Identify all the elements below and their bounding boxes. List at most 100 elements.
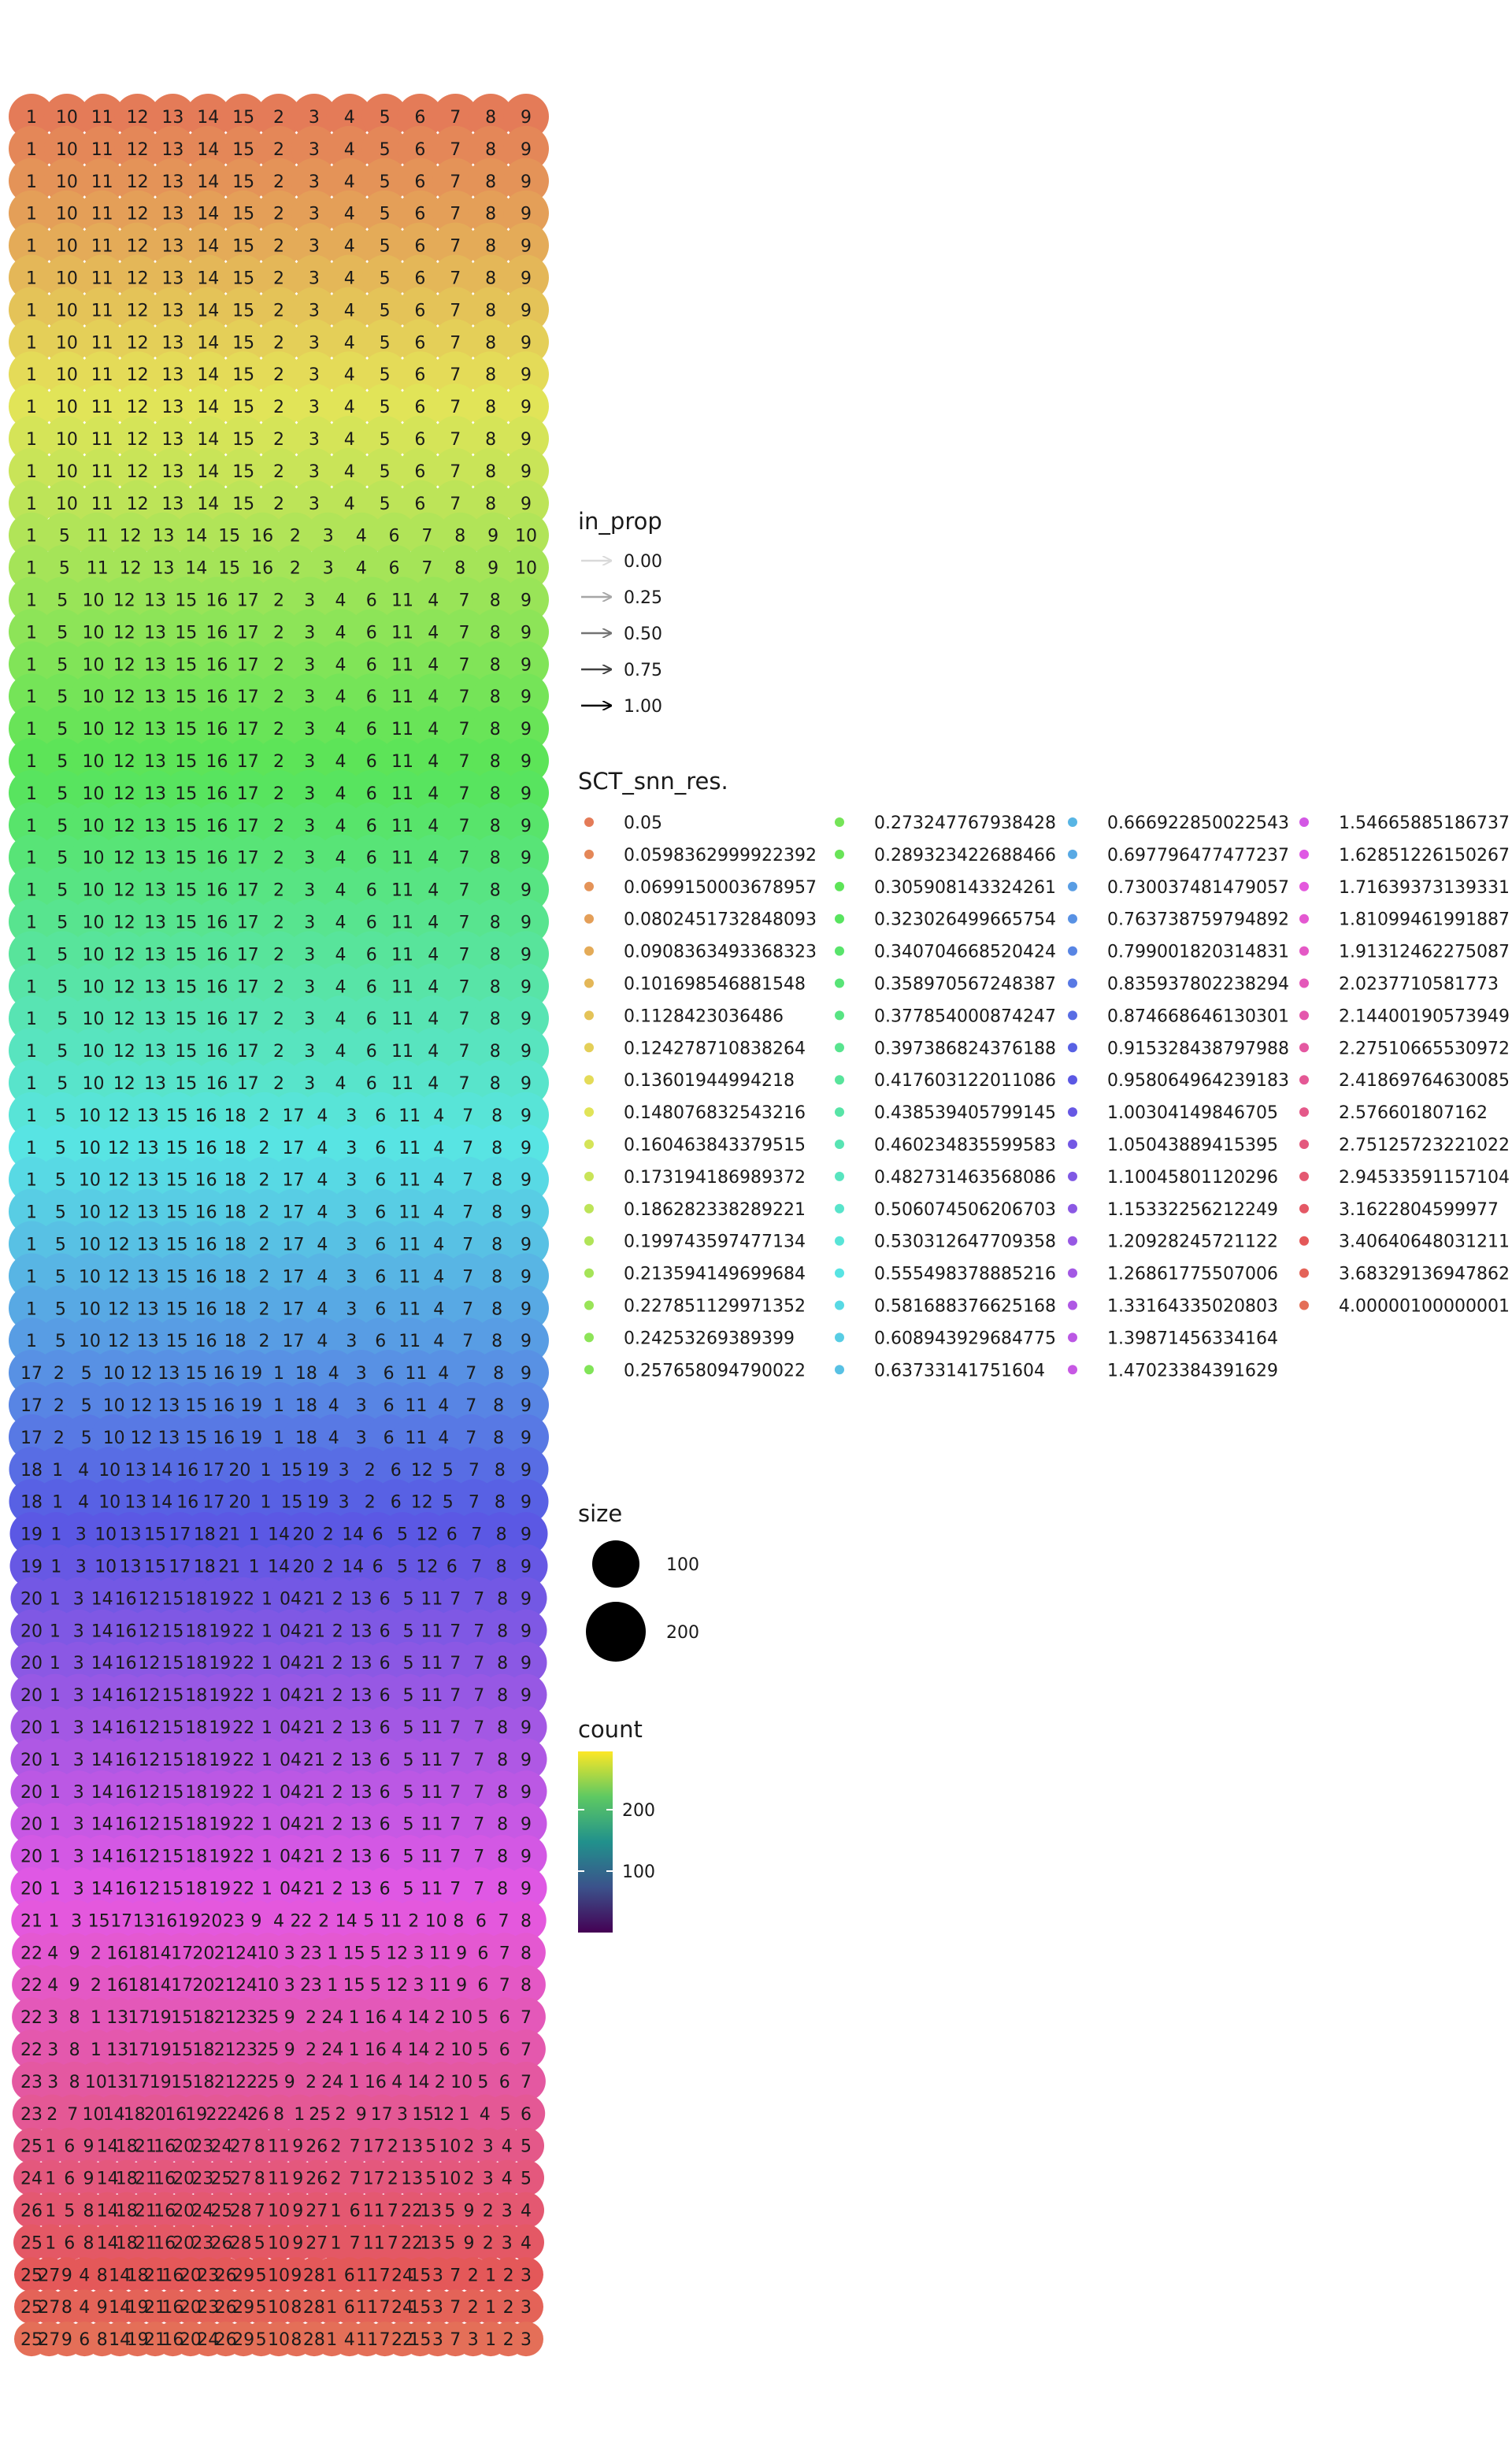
cluster-node-label: 6 [375, 1267, 386, 1287]
legend-sct-swatch [835, 1332, 844, 1343]
cluster-node-label: 4 [335, 849, 346, 869]
cluster-node-label: 11 [91, 301, 113, 321]
cluster-node-label: 19 [150, 2040, 172, 2060]
cluster-node [256, 287, 302, 333]
cluster-node [220, 416, 267, 461]
cluster-node-label: 15 [171, 2040, 193, 2060]
cluster-node-label: 27 [306, 2233, 328, 2253]
legend-sct-key: 1.71639373139331 [1299, 878, 1510, 898]
cluster-node-label: 9 [521, 977, 532, 997]
cluster-node-label: 8 [485, 301, 496, 321]
cluster-node-label: 1 [485, 2298, 496, 2318]
legend-sct-label: 2.94533591157104 [1339, 1168, 1510, 1188]
cluster-node-label: 20 [20, 1847, 43, 1867]
cluster-node [503, 834, 549, 880]
cluster-node-label: 5 [55, 1171, 66, 1191]
cluster-node-label: 1 [326, 2330, 337, 2350]
resolution-row: 17 2 5 10 12 13 15 16 19 1 18 4 3 6 11 4 7 8 9 [9, 1382, 549, 1428]
cluster-node-label: 12 [139, 1815, 161, 1835]
cluster-node-label: 15 [232, 462, 254, 482]
cluster-node-label: 2 [387, 2137, 398, 2157]
cluster-node-label: 1 [261, 1621, 272, 1641]
legend-sct-key: 0.697796477477237 [1068, 846, 1289, 865]
legend-count-title: count [578, 1716, 643, 1743]
cluster-node-label: 7 [450, 269, 461, 289]
cluster-node-label: 9 [521, 1461, 532, 1481]
cluster-node-label: 15 [161, 1654, 183, 1673]
cluster-node-label: 26 [215, 2330, 237, 2350]
cluster-node-label: 15 [161, 1686, 183, 1706]
cluster-node-label: 26 [215, 2298, 237, 2318]
cluster-node-label: 9 [521, 1267, 532, 1287]
cluster-node-label: 11 [398, 1332, 421, 1351]
cluster-node-label: 3 [339, 1493, 350, 1513]
cluster-node-label: 5 [425, 2170, 436, 2189]
cluster-node-label: 8 [491, 1106, 502, 1126]
legend-sct-swatch [1068, 978, 1077, 988]
legend-sct-key: 0.63733141751604 [835, 1361, 1045, 1381]
cluster-node-label: 1 [261, 1654, 272, 1673]
cluster-node-label: 10 [103, 1364, 125, 1384]
legend-sct-key: 1.10045801120296 [1068, 1168, 1278, 1188]
cluster-node-label: 11 [391, 1042, 413, 1062]
cluster-node-label: 8 [490, 849, 501, 869]
cluster-node-label: 16 [206, 655, 228, 675]
cluster-node-label: 8 [485, 205, 496, 224]
cluster-node-label: 7 [450, 365, 461, 385]
cluster-node-label: 9 [521, 1171, 532, 1191]
cluster-node-label: 7 [387, 2202, 398, 2222]
cluster-node-label: 14 [197, 333, 219, 353]
cluster-node-label: 5 [477, 2040, 488, 2060]
cluster-node-label: 4 [428, 849, 439, 869]
cluster-node-label: 7 [459, 881, 470, 901]
cluster-node [470, 512, 517, 558]
cluster-node-label: 10 [56, 301, 78, 321]
cluster-node-label: 13 [120, 1525, 142, 1545]
legend-sct-swatch [584, 849, 594, 859]
cluster-node-label: 24 [391, 2298, 413, 2318]
cluster-node-label: 16 [213, 1429, 235, 1448]
cluster-node-label: 5 [59, 559, 70, 579]
cluster-node-label: 10 [83, 977, 105, 997]
cluster-node-label: 1 [52, 1461, 63, 1481]
legend-count-tick-200: 200 [578, 1801, 655, 1821]
cluster-node-label: 20 [172, 2202, 195, 2222]
cluster-node-label: 8 [497, 1815, 508, 1835]
cluster-node-label: 15 [166, 1106, 188, 1126]
resolution-row: 1 5 10 12 13 15 16 17 2 3 4 6 11 4 7 8 9 [9, 963, 549, 1010]
cluster-node-label: 18 [224, 1203, 246, 1223]
cluster-node-label: 13 [144, 914, 166, 933]
cluster-node-label: 10 [56, 237, 78, 257]
legend-sct-label: 0.482731463568086 [874, 1168, 1056, 1188]
cluster-node-label: 15 [409, 2330, 431, 2350]
cluster-node-label: 22 [232, 1718, 254, 1738]
cluster-node [503, 287, 549, 333]
cluster-node-label: 6 [375, 1106, 386, 1126]
cluster-node-label: 9 [69, 1944, 80, 1963]
legend-size-title: size [578, 1500, 622, 1527]
cluster-node-label: 13 [144, 945, 166, 965]
cluster-node-label: 16 [365, 2073, 387, 2092]
legend-sct-swatch [584, 914, 594, 924]
cluster-node-label: 24 [211, 2137, 233, 2157]
cluster-node-label: 9 [521, 301, 532, 321]
cluster-node-label: 18 [224, 1106, 246, 1126]
cluster-node-label: 2 [259, 1203, 270, 1223]
cluster-node-label: 15 [161, 1880, 183, 1899]
cluster-node-label: 12 [127, 495, 149, 514]
cluster-node-label: 15 [171, 2073, 193, 2092]
cluster-node-label: 18 [185, 1847, 207, 1867]
cluster-node-label: 16 [206, 977, 228, 997]
cluster-node-label: 8 [97, 2330, 108, 2350]
cluster-node-label: 8 [254, 2170, 265, 2189]
cluster-node-label: 9 [251, 1911, 262, 1931]
legend-sct-swatch [584, 978, 594, 988]
cluster-node-label: 23 [191, 2233, 213, 2253]
cluster-node-label: 7 [459, 977, 470, 997]
cluster-node-label: 12 [139, 1847, 161, 1867]
cluster-node-label: 5 [57, 1042, 68, 1062]
cluster-node-label: 21 [303, 1654, 325, 1673]
legend-sct-swatch [835, 817, 844, 827]
cluster-node-label: 6 [350, 2202, 361, 2222]
cluster-node-label: 6 [391, 1493, 402, 1513]
